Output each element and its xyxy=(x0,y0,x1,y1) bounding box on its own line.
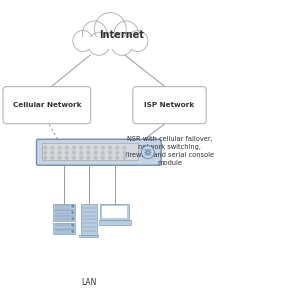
Circle shape xyxy=(116,152,119,154)
Text: LAN: LAN xyxy=(81,278,96,287)
Circle shape xyxy=(102,157,104,159)
FancyBboxPatch shape xyxy=(3,87,91,124)
Circle shape xyxy=(102,152,104,154)
Circle shape xyxy=(58,157,61,159)
FancyBboxPatch shape xyxy=(81,37,139,49)
Circle shape xyxy=(58,152,61,154)
Circle shape xyxy=(44,146,46,149)
Circle shape xyxy=(94,152,97,154)
Circle shape xyxy=(44,152,46,154)
Text: Internet: Internet xyxy=(99,30,144,40)
FancyBboxPatch shape xyxy=(53,229,75,234)
Circle shape xyxy=(80,146,83,149)
FancyBboxPatch shape xyxy=(37,139,161,165)
FancyBboxPatch shape xyxy=(53,216,75,221)
Text: NSR with cellular failover,
network switching,
firewall, and serial console
modu: NSR with cellular failover, network swit… xyxy=(125,136,214,166)
Circle shape xyxy=(51,146,54,149)
Circle shape xyxy=(82,21,107,46)
FancyBboxPatch shape xyxy=(133,87,206,124)
FancyBboxPatch shape xyxy=(79,235,98,238)
Circle shape xyxy=(80,152,83,154)
Circle shape xyxy=(72,212,74,214)
Circle shape xyxy=(116,157,119,159)
Circle shape xyxy=(94,146,97,149)
FancyBboxPatch shape xyxy=(99,220,130,225)
Circle shape xyxy=(73,152,75,154)
Circle shape xyxy=(66,157,68,159)
Circle shape xyxy=(72,206,74,207)
Circle shape xyxy=(44,157,46,159)
Text: ISP Network: ISP Network xyxy=(144,102,195,108)
Circle shape xyxy=(87,157,90,159)
Circle shape xyxy=(72,230,74,232)
FancyBboxPatch shape xyxy=(81,204,97,235)
FancyBboxPatch shape xyxy=(53,204,75,209)
Circle shape xyxy=(51,152,54,154)
Circle shape xyxy=(88,33,110,55)
Circle shape xyxy=(109,152,111,154)
FancyBboxPatch shape xyxy=(53,223,75,228)
Circle shape xyxy=(66,152,68,154)
Circle shape xyxy=(51,157,54,159)
Circle shape xyxy=(123,157,126,159)
Circle shape xyxy=(72,224,74,226)
Circle shape xyxy=(111,33,133,55)
Circle shape xyxy=(116,146,119,149)
Circle shape xyxy=(87,146,90,149)
Circle shape xyxy=(109,157,111,159)
Circle shape xyxy=(94,157,97,159)
FancyBboxPatch shape xyxy=(53,210,75,215)
Circle shape xyxy=(73,146,75,149)
FancyBboxPatch shape xyxy=(100,204,129,220)
Circle shape xyxy=(123,146,126,149)
Circle shape xyxy=(109,146,111,149)
Circle shape xyxy=(123,152,126,154)
Circle shape xyxy=(58,146,61,149)
Circle shape xyxy=(80,157,83,159)
Circle shape xyxy=(73,31,93,52)
FancyBboxPatch shape xyxy=(102,206,127,218)
Circle shape xyxy=(66,146,68,149)
Circle shape xyxy=(87,152,90,154)
Circle shape xyxy=(72,218,74,220)
Circle shape xyxy=(128,31,148,52)
FancyBboxPatch shape xyxy=(42,143,138,161)
Circle shape xyxy=(114,21,138,46)
Circle shape xyxy=(142,146,154,159)
Circle shape xyxy=(73,157,75,159)
Text: Cellular Network: Cellular Network xyxy=(13,102,81,108)
Circle shape xyxy=(102,146,104,149)
Circle shape xyxy=(95,13,126,46)
